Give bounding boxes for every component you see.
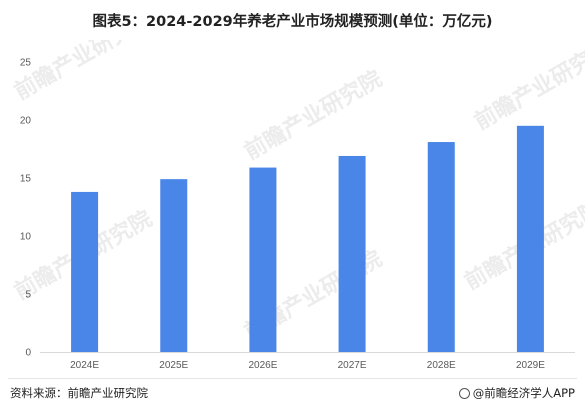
y-tick-label: 15 (20, 174, 32, 185)
chart-title: 图表5：2024-2029年养老产业市场规模预测(单位：万亿元) (92, 14, 493, 30)
x-axis-ticks: 2024E 2025E 2026E 2027E 2028E 2029E (70, 360, 545, 371)
x-tick-label: 2025E (159, 360, 188, 371)
brand-text: @前瞻经济学人APP (472, 386, 575, 400)
y-tick-label: 5 (25, 290, 31, 301)
footer: 资料来源：前瞻产业研究院 @前瞻经济学人APP (10, 385, 575, 405)
brand-credit: @前瞻经济学人APP (458, 385, 575, 401)
y-tick-label: 0 (25, 348, 31, 359)
x-tick-label: 2027E (338, 360, 367, 371)
y-axis-ticks: 0 5 10 15 20 25 (20, 58, 32, 359)
footer-divider (8, 378, 577, 379)
bar-2025E (160, 179, 188, 352)
x-tick-label: 2029E (516, 360, 545, 371)
y-tick-label: 25 (20, 58, 32, 69)
bar-2028E (427, 142, 455, 352)
brand-logo-icon (458, 388, 470, 399)
watermark-text: 前瞻产业研究院 (240, 66, 386, 166)
x-tick-label: 2024E (70, 360, 99, 371)
bar-2024E (71, 191, 99, 352)
bars (71, 125, 544, 352)
bar-chart: 前瞻产业研究院前瞻产业研究院前瞻产业研究院前瞻产业研究院前瞻产业研究院前瞻产业研… (10, 40, 585, 371)
x-tick-label: 2028E (427, 360, 456, 371)
source-text: 资料来源：前瞻产业研究院 (10, 386, 148, 400)
y-tick-label: 20 (20, 116, 32, 127)
x-tick-label: 2026E (248, 360, 277, 371)
bar-2026E (249, 167, 277, 352)
watermark-text: 前瞻产业研究院 (10, 40, 156, 105)
y-tick-label: 10 (20, 232, 32, 243)
bar-2027E (338, 155, 366, 352)
bar-2029E (516, 125, 544, 352)
watermark-text: 前瞻产业研究院 (470, 40, 585, 135)
